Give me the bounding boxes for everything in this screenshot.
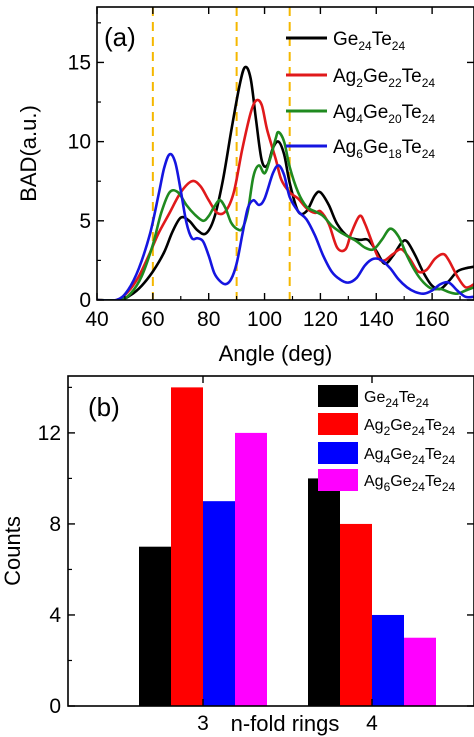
legend-entry: Ag2Ge24Te24: [364, 417, 456, 438]
legend-entry: Ag6Ge24Te24: [364, 473, 456, 494]
x-tick-label: 4: [366, 712, 378, 735]
x-tick-label: 80: [197, 308, 220, 331]
y-tick-label: 10: [68, 131, 91, 154]
legend-entry: Ge24Te24: [333, 29, 405, 53]
y-tick-label: 0: [79, 289, 91, 312]
bar: [372, 614, 404, 706]
y-tick-label: 8: [49, 513, 61, 536]
bar: [171, 387, 203, 706]
y-tick-label: 0: [49, 695, 61, 718]
bar: [308, 478, 340, 706]
legend-entry: Ge24Te24: [364, 389, 429, 410]
bar: [203, 501, 235, 706]
plot-frame: [96, 6, 474, 301]
x-tick-label: 60: [141, 308, 164, 331]
y-axis-label: BAD(a.u.): [16, 105, 41, 202]
x-tick-label: 120: [303, 308, 338, 331]
legend-entry: Ag4Ge20Te24: [333, 102, 435, 126]
panel-a-bond-angle-distribution: 40 60 80 100 120 140 160 0 5 10 15 Angle (deg) BAD(a…: [16, 6, 474, 366]
bar: [139, 546, 171, 706]
series-line: [97, 130, 474, 300]
legend-swatch: [318, 413, 358, 435]
x-axis-label: Angle (deg): [219, 341, 333, 366]
y-tick-label: 15: [68, 51, 91, 74]
y-tick-label: 5: [79, 210, 91, 233]
y-tick-label: 4: [49, 604, 61, 627]
panel-label: (a): [104, 22, 136, 52]
x-tick-label: 140: [359, 308, 394, 331]
series-line: [97, 152, 474, 300]
legend-entry: Ag4Ge24Te24: [364, 446, 456, 467]
bar: [340, 523, 372, 706]
legend-swatch: [318, 385, 358, 407]
legend-entry: Ag6Ge18Te24: [333, 137, 435, 161]
bar: [404, 637, 436, 706]
x-tick-label: 100: [247, 308, 282, 331]
plot-frame: [67, 375, 474, 707]
legend-swatch: [318, 469, 358, 491]
panel-b-ring-counts: 3 4 0 4 8 12 n-fold rings Counts (b) Ge24Te24 Ag2G…: [0, 375, 474, 736]
x-axis-label: n-fold rings: [231, 711, 340, 736]
bar: [235, 432, 267, 706]
legend-swatch: [318, 442, 358, 464]
panel-label: (b): [88, 392, 120, 422]
x-tick-label: 3: [197, 712, 209, 735]
y-axis-label: Counts: [0, 516, 25, 586]
legend-entry: Ag2Ge22Te24: [333, 66, 435, 90]
x-tick-label: 160: [415, 308, 450, 331]
y-tick-label: 12: [38, 422, 61, 445]
series-line: [97, 98, 474, 300]
x-tick-label: 40: [85, 308, 108, 331]
